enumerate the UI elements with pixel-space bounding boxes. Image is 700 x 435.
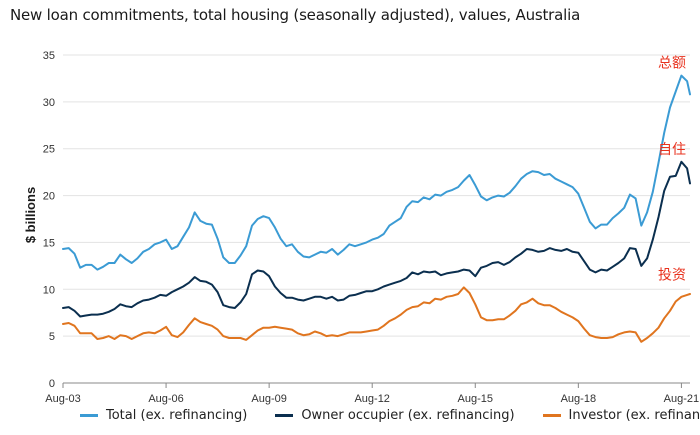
y-tick-label: 0	[49, 378, 55, 390]
chart-title: New loan commitments, total housing (sea…	[10, 6, 581, 24]
x-tick-label: Aug-06	[148, 393, 183, 405]
legend-item-2: Owner occupier (ex. refinancing)	[275, 408, 515, 423]
x-tick-label: Aug-21	[664, 393, 699, 405]
legend-label: Investor (ex. refinancing)	[568, 408, 700, 423]
x-tick-label: Aug-09	[251, 393, 286, 405]
y-tick-label: 15	[43, 237, 55, 249]
legend-label: Owner occupier (ex. refinancing)	[301, 408, 515, 423]
grid-lines	[63, 54, 690, 337]
series-lines	[62, 74, 691, 343]
y-tick-label: 35	[43, 50, 55, 62]
axes: 0 5 10 15 20 25 30 35 Aug-03 Aug-06 Aug-09 Aug-12 Au…	[43, 50, 699, 405]
series-annotation-3: 投资	[658, 267, 686, 283]
legend-swatch	[80, 414, 98, 417]
series-annotation-1: 总额	[658, 56, 686, 72]
legend-swatch	[275, 414, 294, 417]
legend-swatch	[542, 414, 561, 417]
y-tick-label: 25	[43, 144, 55, 156]
x-tick-label: Aug-03	[45, 393, 80, 405]
x-tick-label: Aug-12	[354, 393, 389, 405]
series-line-1	[62, 74, 691, 271]
legend-label: Total (ex. refinancing)	[106, 408, 248, 423]
series-annotation-2: 自住	[658, 142, 686, 158]
y-axis-label: $ billions	[23, 187, 38, 243]
y-tick-label: 20	[43, 191, 55, 203]
y-tick-label: 30	[43, 97, 55, 109]
legend-item-3: Investor (ex. refinancing)	[542, 408, 700, 423]
legend-item-1: Total (ex. refinancing)	[80, 408, 247, 423]
legend: Total (ex. refinancing) Owner occupier (e…	[80, 408, 700, 423]
series-line-3	[62, 286, 691, 343]
x-tick-label: Aug-18	[561, 393, 596, 405]
y-tick-label: 10	[43, 284, 55, 296]
y-tick-label: 5	[49, 331, 55, 343]
x-tick-label: Aug-15	[458, 393, 493, 405]
series-line-2	[62, 160, 691, 318]
